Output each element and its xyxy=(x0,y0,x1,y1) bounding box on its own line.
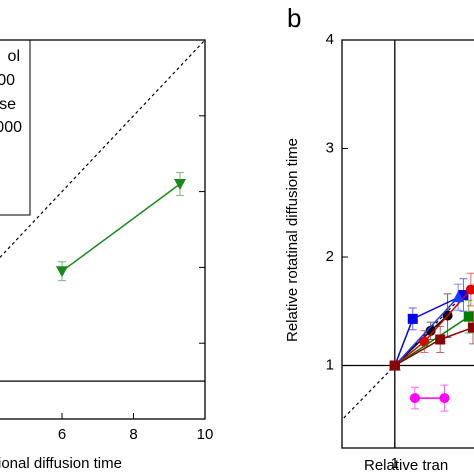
plot-frame xyxy=(0,39,206,420)
series-line xyxy=(394,316,470,367)
marker xyxy=(56,266,68,278)
plot-area xyxy=(0,40,205,382)
x-tick-label: 1 xyxy=(391,455,399,472)
marker xyxy=(425,325,436,336)
legend-text: 00 xyxy=(0,72,15,89)
y-tick-label: 2 xyxy=(326,248,334,265)
marker xyxy=(389,360,400,371)
x-tick-label: 8 xyxy=(129,426,137,443)
marker xyxy=(409,393,420,404)
y-tick-label: 1 xyxy=(326,357,334,374)
x-tick-label: 6 xyxy=(58,426,66,443)
identity-line xyxy=(0,40,205,259)
x-axis-label: Relative tran xyxy=(364,457,448,474)
panel-label: b xyxy=(287,3,301,33)
y-tick-label: 3 xyxy=(326,139,334,156)
marker xyxy=(173,179,186,191)
marker xyxy=(463,311,474,322)
x-axis-label: ional diffusion time xyxy=(0,455,122,472)
legend-text: ol xyxy=(8,48,20,65)
x-tick-label: 10 xyxy=(197,426,214,443)
series-line xyxy=(394,296,459,367)
plot-area xyxy=(342,40,474,448)
marker xyxy=(435,334,446,345)
marker xyxy=(458,290,469,300)
marker xyxy=(439,393,450,404)
y-axis-label: Relative rotatinal diffusion time xyxy=(284,138,301,342)
marker xyxy=(465,284,474,295)
plot-frame xyxy=(341,39,474,449)
series-line xyxy=(61,183,181,272)
marker xyxy=(452,291,465,303)
legend-text: se xyxy=(0,96,16,113)
y-tick-label: 4 xyxy=(326,31,334,48)
marker xyxy=(407,313,418,324)
marker xyxy=(467,322,474,333)
legend-text: 000 xyxy=(0,119,22,136)
